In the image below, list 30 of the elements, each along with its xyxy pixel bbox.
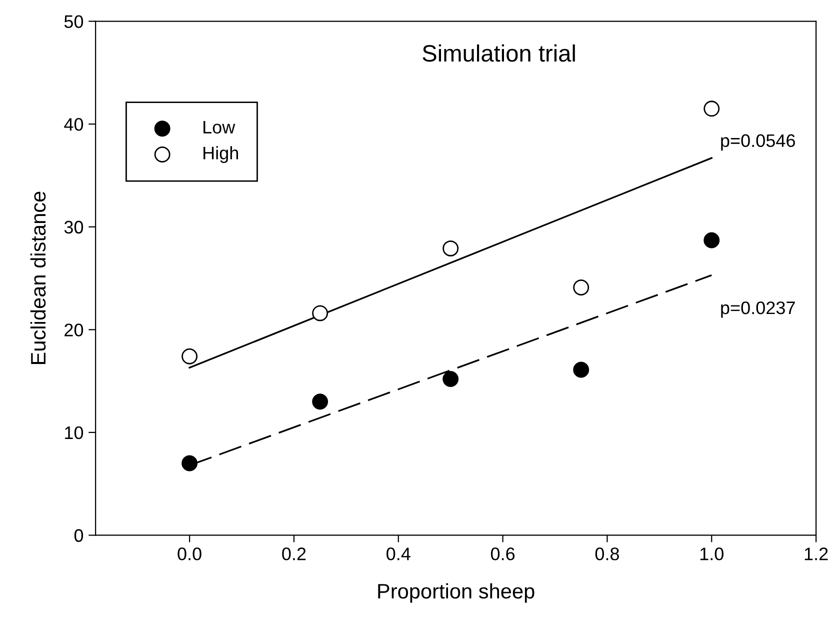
x-tick-label: 0.2 xyxy=(282,548,306,560)
y-tick-label: 50 xyxy=(64,15,84,28)
point xyxy=(573,280,590,296)
point xyxy=(442,371,459,387)
x-axis-title: Proportion sheep xyxy=(378,583,534,603)
y-axis-title: Euclidean distance xyxy=(30,192,46,364)
point xyxy=(573,362,590,378)
point xyxy=(312,394,328,410)
x-tick-label: 1.2 xyxy=(804,548,828,560)
x-tick-label: 0.0 xyxy=(178,548,202,560)
y-tick-label: 0 xyxy=(74,529,84,542)
annotation: p=0.0237 xyxy=(721,301,795,318)
x-tick-label: 0.4 xyxy=(386,548,410,560)
annotation: p=0.0546 xyxy=(721,134,795,151)
point xyxy=(312,305,328,322)
point xyxy=(442,240,459,256)
y-tick-label: 30 xyxy=(64,220,84,234)
text: Simulation trial xyxy=(422,44,575,62)
point xyxy=(704,232,720,248)
y-tick-label: 40 xyxy=(64,118,84,131)
point xyxy=(704,100,720,117)
point xyxy=(182,348,198,364)
y-tick-label: 20 xyxy=(64,324,84,336)
y-tick-label: 10 xyxy=(65,426,84,440)
x-tick-label: 0.6 xyxy=(490,548,515,560)
legend-label: High xyxy=(204,146,238,164)
x-tick-label: 1.0 xyxy=(700,548,724,560)
x-tick-label: 0.8 xyxy=(595,548,619,560)
legend-label: Low xyxy=(204,120,236,134)
point xyxy=(182,455,198,472)
